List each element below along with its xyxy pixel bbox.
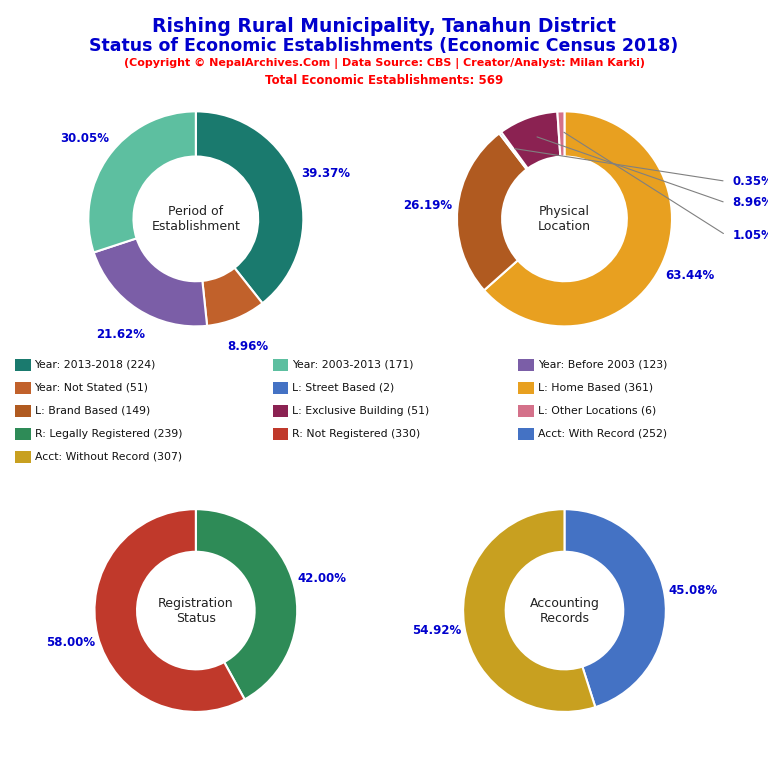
Text: 26.19%: 26.19% (403, 199, 452, 212)
Text: Acct: With Record (252): Acct: With Record (252) (538, 429, 667, 439)
Text: Accounting
Records: Accounting Records (530, 597, 599, 624)
Text: Year: Not Stated (51): Year: Not Stated (51) (35, 382, 148, 393)
Text: Acct: Without Record (307): Acct: Without Record (307) (35, 452, 182, 462)
Text: 1.05%: 1.05% (732, 229, 768, 241)
Wedge shape (88, 111, 196, 253)
Wedge shape (558, 111, 564, 157)
Text: 8.96%: 8.96% (227, 340, 268, 353)
Wedge shape (203, 268, 263, 326)
Text: Year: 2003-2013 (171): Year: 2003-2013 (171) (292, 359, 413, 370)
Text: Total Economic Establishments: 569: Total Economic Establishments: 569 (265, 74, 503, 88)
Text: 63.44%: 63.44% (665, 269, 715, 282)
Text: 58.00%: 58.00% (45, 637, 94, 649)
Text: 21.62%: 21.62% (97, 328, 146, 341)
Text: Year: Before 2003 (123): Year: Before 2003 (123) (538, 359, 667, 370)
Text: L: Brand Based (149): L: Brand Based (149) (35, 406, 150, 416)
Wedge shape (196, 111, 303, 303)
Text: L: Home Based (361): L: Home Based (361) (538, 382, 653, 393)
Text: 42.00%: 42.00% (297, 572, 346, 584)
Text: 8.96%: 8.96% (732, 197, 768, 209)
Wedge shape (463, 509, 595, 712)
Text: 54.92%: 54.92% (412, 624, 461, 637)
Text: Year: 2013-2018 (224): Year: 2013-2018 (224) (35, 359, 156, 370)
Text: L: Exclusive Building (51): L: Exclusive Building (51) (292, 406, 429, 416)
Wedge shape (196, 509, 297, 700)
Text: Status of Economic Establishments (Economic Census 2018): Status of Economic Establishments (Econo… (89, 37, 679, 55)
Text: Physical
Location: Physical Location (538, 205, 591, 233)
Wedge shape (94, 238, 207, 326)
Text: (Copyright © NepalArchives.Com | Data Source: CBS | Creator/Analyst: Milan Karki: (Copyright © NepalArchives.Com | Data So… (124, 58, 644, 69)
Wedge shape (502, 111, 561, 168)
Text: L: Other Locations (6): L: Other Locations (6) (538, 406, 656, 416)
Wedge shape (564, 509, 666, 707)
Text: L: Street Based (2): L: Street Based (2) (292, 382, 394, 393)
Text: 39.37%: 39.37% (301, 167, 350, 180)
Wedge shape (94, 509, 245, 712)
Text: Rishing Rural Municipality, Tanahun District: Rishing Rural Municipality, Tanahun Dist… (152, 17, 616, 36)
Text: 30.05%: 30.05% (60, 131, 109, 144)
Text: 45.08%: 45.08% (668, 584, 717, 597)
Text: 0.35%: 0.35% (732, 175, 768, 187)
Wedge shape (499, 132, 528, 169)
Text: Registration
Status: Registration Status (158, 597, 233, 624)
Text: R: Legally Registered (239): R: Legally Registered (239) (35, 429, 182, 439)
Text: Period of
Establishment: Period of Establishment (151, 205, 240, 233)
Text: R: Not Registered (330): R: Not Registered (330) (292, 429, 420, 439)
Wedge shape (484, 111, 672, 326)
Wedge shape (457, 134, 527, 290)
